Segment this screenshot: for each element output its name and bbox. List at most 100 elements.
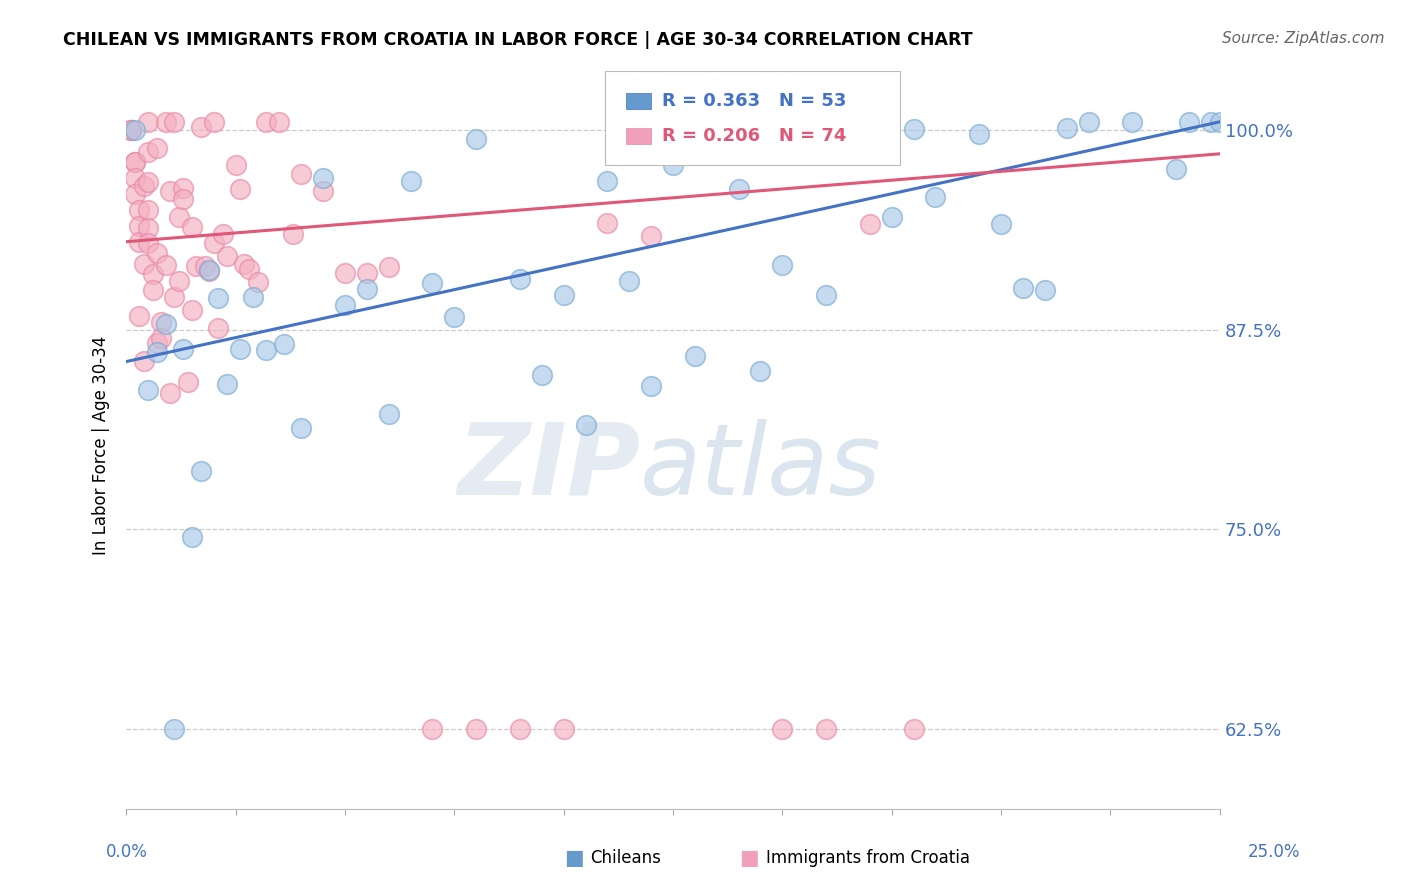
Point: [903, 722, 925, 736]
Point: [312, 185, 335, 199]
Point: [172, 181, 194, 195]
Text: ■: ■: [740, 848, 759, 868]
Point: [837, 115, 859, 129]
Text: 25.0%: 25.0%: [1249, 843, 1301, 861]
Point: [136, 175, 159, 189]
Point: [190, 120, 212, 134]
Point: [1121, 115, 1143, 129]
Point: [155, 317, 177, 331]
Point: [202, 115, 225, 129]
Point: [269, 115, 291, 129]
Point: [356, 282, 378, 296]
Point: [167, 274, 190, 288]
Point: [180, 302, 202, 317]
Point: [167, 210, 190, 224]
Point: [194, 259, 217, 273]
Point: [198, 263, 221, 277]
Point: [924, 190, 946, 204]
Point: [509, 271, 531, 285]
Point: [815, 722, 838, 736]
Point: [159, 386, 181, 401]
Point: [254, 343, 277, 357]
Point: [422, 277, 444, 291]
Point: [172, 342, 194, 356]
Point: [422, 722, 444, 736]
Point: [377, 407, 399, 421]
Point: [530, 368, 553, 382]
Point: [128, 202, 150, 217]
Text: ZIP: ZIP: [457, 418, 640, 516]
Point: [596, 173, 619, 187]
Text: Immigrants from Croatia: Immigrants from Croatia: [766, 849, 970, 867]
Point: [553, 288, 575, 302]
Point: [150, 315, 173, 329]
Point: [186, 260, 208, 274]
Point: [662, 158, 685, 172]
Point: [132, 354, 155, 368]
Point: [120, 123, 142, 137]
Point: [136, 145, 159, 160]
Point: [290, 420, 312, 434]
Point: [211, 227, 233, 242]
Point: [356, 266, 378, 280]
Point: [377, 260, 399, 274]
Point: [246, 275, 269, 289]
Point: [146, 336, 169, 351]
Point: [990, 217, 1012, 231]
Point: [465, 132, 488, 146]
Point: [150, 330, 173, 344]
Point: [1199, 115, 1222, 129]
Point: [859, 217, 882, 231]
Point: [136, 220, 159, 235]
Point: [727, 115, 749, 129]
Text: Source: ZipAtlas.com: Source: ZipAtlas.com: [1222, 31, 1385, 46]
Point: [273, 337, 295, 351]
Text: Chileans: Chileans: [591, 849, 661, 867]
Text: atlas: atlas: [640, 418, 882, 516]
Point: [136, 115, 159, 129]
Point: [159, 184, 181, 198]
Point: [198, 263, 221, 277]
Point: [333, 298, 356, 312]
Point: [180, 219, 202, 234]
Point: [238, 261, 260, 276]
Point: [770, 722, 793, 736]
Point: [465, 722, 488, 736]
Point: [163, 115, 186, 129]
Point: [146, 345, 169, 359]
Point: [202, 235, 225, 250]
Point: [683, 349, 706, 363]
Point: [509, 722, 531, 736]
Point: [229, 182, 252, 196]
Point: [207, 321, 229, 335]
Point: [1077, 115, 1099, 129]
Point: [136, 235, 159, 250]
Point: [640, 378, 662, 392]
Point: [281, 227, 304, 241]
Point: [859, 115, 882, 129]
Point: [120, 123, 142, 137]
Point: [128, 219, 150, 233]
Point: [749, 364, 772, 378]
Point: [312, 170, 335, 185]
Text: CHILEAN VS IMMIGRANTS FROM CROATIA IN LABOR FORCE | AGE 30-34 CORRELATION CHART: CHILEAN VS IMMIGRANTS FROM CROATIA IN LA…: [63, 31, 973, 49]
Point: [180, 530, 202, 544]
Point: [229, 342, 252, 356]
Text: 0.0%: 0.0%: [105, 843, 148, 861]
Point: [190, 465, 212, 479]
Point: [574, 418, 596, 433]
Point: [155, 115, 177, 129]
Point: [619, 274, 641, 288]
Point: [242, 290, 264, 304]
Point: [233, 257, 256, 271]
Point: [124, 154, 146, 169]
Point: [163, 722, 186, 736]
Point: [146, 141, 169, 155]
Point: [155, 258, 177, 272]
Text: R = 0.363   N = 53: R = 0.363 N = 53: [662, 92, 846, 110]
Y-axis label: In Labor Force | Age 30-34: In Labor Force | Age 30-34: [93, 335, 110, 555]
Point: [1012, 281, 1035, 295]
Point: [815, 287, 838, 301]
Point: [120, 123, 142, 137]
Point: [128, 310, 150, 324]
